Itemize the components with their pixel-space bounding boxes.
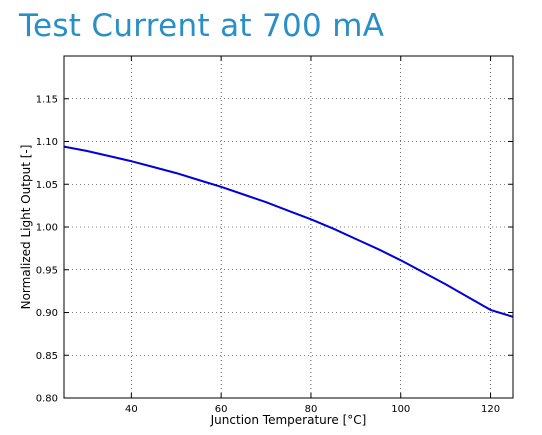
x-tick-label: 40 bbox=[125, 404, 138, 415]
series-line bbox=[63, 145, 514, 318]
y-tick-label: 0.85 bbox=[36, 351, 58, 362]
x-tick-label: 80 bbox=[305, 404, 318, 415]
x-tick-label: 100 bbox=[391, 404, 410, 415]
chart-title: Test Current at 700 mA bbox=[19, 8, 385, 44]
y-tick-label: 1.10 bbox=[36, 137, 58, 148]
y-axis-label: Normalized Light Output [-] bbox=[19, 145, 33, 310]
x-tick-label: 120 bbox=[481, 404, 500, 415]
y-tick-label: 0.90 bbox=[36, 308, 58, 319]
plot-frame bbox=[63, 55, 514, 399]
series bbox=[63, 145, 514, 318]
x-tick-label: 60 bbox=[215, 404, 228, 415]
grid bbox=[64, 56, 513, 399]
y-tick-label: 1.15 bbox=[36, 94, 58, 105]
y-tick-label: 0.80 bbox=[36, 394, 58, 405]
x-axis-label: Junction Temperature [°C] bbox=[210, 413, 367, 427]
ticks: 40 60 80 100 120 0.80 0.85 0.90 0.95 1.00 1.05 1.10… bbox=[36, 56, 513, 415]
y-tick-label: 0.95 bbox=[36, 265, 58, 276]
y-tick-label: 1.05 bbox=[36, 180, 58, 191]
y-tick-label: 1.00 bbox=[36, 223, 58, 234]
